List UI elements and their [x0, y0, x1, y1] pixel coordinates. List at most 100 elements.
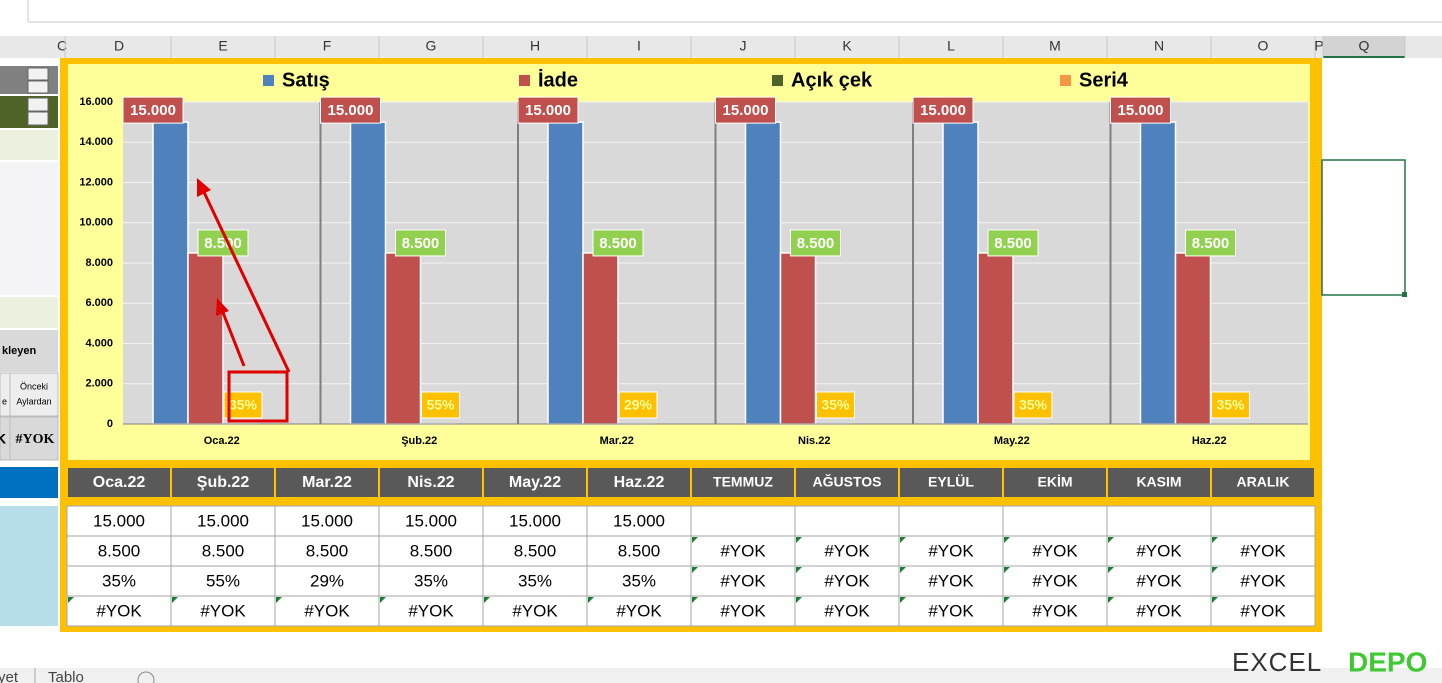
header-text: Mar.22 [302, 474, 352, 491]
data-label: 35% [1216, 397, 1245, 413]
y-tick-label: 0 [107, 418, 113, 430]
cell [1002, 565, 1108, 597]
header-cell [274, 466, 380, 499]
cell [482, 595, 588, 627]
cell [1210, 535, 1316, 567]
column-header: O [1258, 38, 1269, 54]
legend-swatch [1060, 75, 1071, 86]
data-label: 15.000 [328, 102, 374, 119]
error-flag [172, 597, 178, 603]
column-header: H [530, 38, 540, 54]
data-label: 35% [1019, 397, 1048, 413]
column-header: Q [1359, 38, 1370, 54]
cell-text: 8.500 [514, 541, 557, 560]
left-cell [0, 297, 58, 328]
column-header: M [1049, 38, 1061, 54]
data-label: 15.000 [920, 102, 966, 119]
bar [384, 252, 422, 425]
y-tick-label: 10.000 [79, 217, 113, 229]
error-flag [1212, 567, 1218, 573]
left-cell [0, 467, 58, 498]
error-flag [1004, 537, 1010, 543]
cell-text: #YOK [408, 601, 454, 620]
data-label-box [320, 96, 381, 124]
y-tick-label: 12.000 [79, 176, 113, 188]
data-label: 8.500 [599, 235, 637, 252]
bar [547, 121, 584, 425]
error-flag [1212, 597, 1218, 603]
header-text: TEMMUZ [713, 474, 773, 490]
data-label-box [715, 96, 776, 124]
spinner[interactable] [27, 67, 49, 81]
fill-handle[interactable] [1402, 292, 1407, 297]
column-header: P [1314, 38, 1323, 54]
bar [744, 121, 782, 425]
cell [794, 565, 900, 597]
data-label-box [592, 229, 644, 257]
column-header: F [323, 38, 332, 54]
spinner[interactable] [27, 97, 49, 112]
cell [66, 595, 172, 627]
data-label-box [1185, 229, 1236, 257]
error-flag [1108, 537, 1114, 543]
data-label: 8.500 [1192, 235, 1230, 252]
cell [794, 505, 900, 537]
cell-text: #YOK [1240, 601, 1286, 620]
cell [690, 595, 796, 627]
cell-text: 15.000 [509, 511, 561, 530]
cell [170, 595, 276, 627]
left-sub: e [2, 396, 7, 406]
sheet-tab[interactable]: Tablo [48, 669, 84, 683]
left-sub: Önceki [20, 381, 48, 391]
highlight-box [227, 370, 289, 423]
spinner[interactable] [27, 80, 49, 94]
legend-swatch [772, 75, 783, 86]
legend-label: Satış [282, 69, 330, 91]
cell [378, 505, 484, 537]
cell-text: #YOK [928, 601, 974, 620]
cell [170, 535, 276, 567]
left-heading: kleyen [2, 345, 37, 357]
cell-text: #YOK [720, 541, 766, 560]
sheet-tab-bar [0, 668, 1442, 683]
bar [152, 121, 189, 425]
cell-text: #YOK [1240, 541, 1286, 560]
data-label: 35% [229, 397, 258, 413]
header-cell [586, 466, 692, 499]
header-cell [794, 466, 900, 499]
left-cell [0, 506, 58, 626]
cell [586, 505, 692, 537]
selected-column-header[interactable] [1323, 36, 1405, 58]
data-label: 15.000 [723, 102, 769, 119]
bar [977, 252, 1014, 425]
error-flag [276, 597, 282, 603]
error-flag [1004, 567, 1010, 573]
selected-cell[interactable] [1321, 159, 1406, 296]
header-text: Haz.22 [614, 474, 665, 491]
data-label-box [395, 229, 446, 257]
cell [898, 505, 1004, 537]
add-sheet-button[interactable] [137, 671, 155, 683]
spinner[interactable] [27, 111, 49, 126]
data-label: 35% [821, 397, 850, 413]
legend-label: Açık çek [791, 69, 873, 91]
cell [1002, 595, 1108, 627]
column-header: I [637, 38, 641, 54]
x-tick-label: Mar.22 [600, 435, 634, 447]
x-tick-label: Oca.22 [204, 435, 240, 447]
cell-text: #YOK [304, 601, 350, 620]
column-headers: C D E F G H I J K L M N O P Q [57, 36, 1406, 58]
cell [170, 565, 276, 597]
sheet-tab[interactable]: yet [0, 669, 19, 683]
data-label-box [421, 391, 460, 419]
legend-label: Seri4 [1079, 69, 1129, 91]
cell-text: 35% [102, 571, 136, 590]
cell [274, 565, 380, 597]
cell [690, 505, 796, 537]
data-label: 15.000 [525, 102, 571, 119]
cell [274, 535, 380, 567]
y-tick-label: 14.000 [79, 136, 113, 148]
error-flag [796, 537, 802, 543]
column-header: N [1154, 38, 1164, 54]
x-tick-label: Haz.22 [1192, 435, 1227, 447]
